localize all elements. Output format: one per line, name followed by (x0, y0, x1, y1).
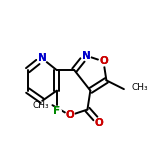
Text: F: F (53, 106, 60, 116)
Text: O: O (66, 110, 74, 120)
Text: O: O (66, 110, 74, 120)
Text: N: N (38, 54, 47, 64)
Text: N: N (38, 54, 47, 64)
Text: O: O (95, 118, 104, 128)
Circle shape (95, 118, 104, 127)
Circle shape (52, 107, 61, 115)
Circle shape (99, 57, 108, 66)
Circle shape (66, 111, 74, 120)
Circle shape (82, 51, 90, 60)
Text: N: N (82, 51, 90, 61)
Text: O: O (99, 56, 108, 66)
Circle shape (38, 54, 47, 63)
Text: O: O (95, 118, 104, 128)
Text: CH₃: CH₃ (131, 83, 148, 92)
Text: F: F (53, 106, 60, 116)
Text: O: O (99, 56, 108, 66)
Text: N: N (82, 51, 90, 61)
Text: CH₃: CH₃ (33, 101, 50, 110)
